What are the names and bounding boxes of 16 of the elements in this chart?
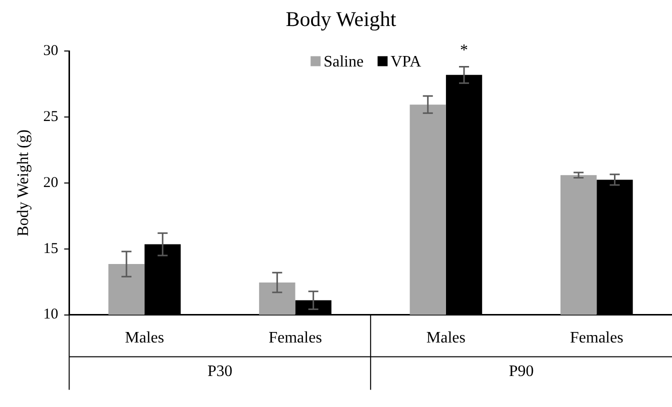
legend-label: Saline xyxy=(324,53,364,70)
y-tick-label: 30 xyxy=(43,43,58,60)
y-tick-label: 20 xyxy=(43,174,58,191)
y-tick-label: 15 xyxy=(43,240,58,257)
y-tick-label: 10 xyxy=(43,306,58,323)
x-tick-label: Males xyxy=(426,330,466,347)
chart-title: Body Weight xyxy=(286,7,396,32)
text: P30 xyxy=(207,363,232,380)
y-tick-label: 25 xyxy=(43,109,58,126)
text: P90 xyxy=(508,363,534,380)
x-tick-label: Females xyxy=(268,330,322,347)
annotation: * xyxy=(460,42,468,59)
x-tick-label: Females xyxy=(570,330,624,347)
y-axis-title: Body Weight (g) xyxy=(14,130,32,236)
legend-label: VPA xyxy=(390,53,422,70)
x-tick-label: Males xyxy=(124,330,164,347)
